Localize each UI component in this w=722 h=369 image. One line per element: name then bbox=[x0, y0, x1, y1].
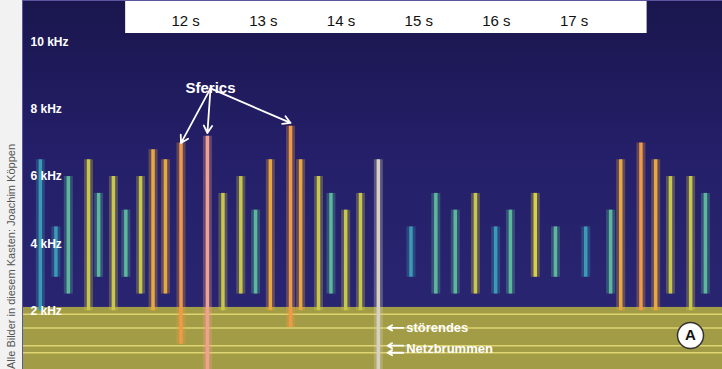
svg-text:14 s: 14 s bbox=[327, 12, 355, 29]
svg-text:15 s: 15 s bbox=[405, 12, 433, 29]
svg-text:4 kHz: 4 kHz bbox=[31, 237, 62, 251]
svg-text:13 s: 13 s bbox=[249, 12, 277, 29]
svg-text:Netzbrummen: Netzbrummen bbox=[406, 341, 493, 356]
svg-text:6 kHz: 6 kHz bbox=[31, 169, 62, 183]
svg-text:störendes: störendes bbox=[406, 320, 468, 335]
svg-text:12 s: 12 s bbox=[171, 12, 199, 29]
svg-text:17 s: 17 s bbox=[560, 12, 588, 29]
svg-text:2 kHz: 2 kHz bbox=[31, 304, 62, 318]
svg-text:8 kHz: 8 kHz bbox=[31, 102, 62, 116]
svg-text:Sferics: Sferics bbox=[185, 79, 235, 96]
svg-text:10 kHz: 10 kHz bbox=[31, 35, 69, 49]
svg-text:16 s: 16 s bbox=[482, 12, 510, 29]
html-text:Alle Bilder in diesem Kasten:: Alle Bilder in diesem Kasten: Joachim Kö… bbox=[5, 144, 17, 369]
svg-text:A: A bbox=[685, 326, 696, 343]
